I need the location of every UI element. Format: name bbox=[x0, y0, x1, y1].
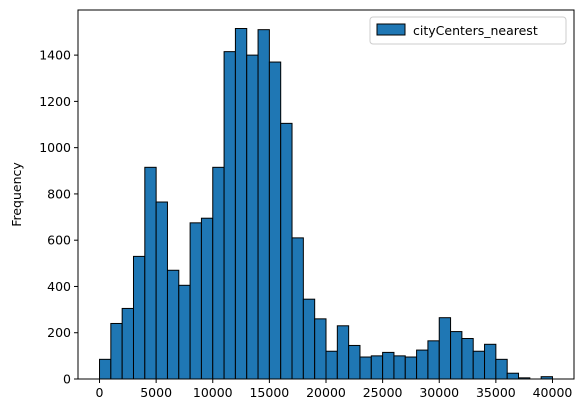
x-tick-label: 5000 bbox=[140, 385, 172, 400]
histogram-bar bbox=[268, 61, 282, 380]
histogram-bar bbox=[132, 255, 146, 380]
y-tick-label: 400 bbox=[47, 279, 71, 294]
y-axis-title: Frequency bbox=[9, 162, 24, 227]
histogram-bar bbox=[495, 358, 508, 380]
histogram-bar bbox=[189, 222, 202, 380]
x-axis: 0 5000 10000 15000 20000 25000 30000 35000 40000 bbox=[96, 379, 573, 400]
histogram-bar bbox=[110, 322, 123, 380]
bars-group bbox=[99, 28, 553, 380]
x-tick-label: 15000 bbox=[249, 385, 289, 400]
histogram-bar bbox=[291, 237, 304, 380]
histogram-bar bbox=[438, 317, 452, 380]
histogram-bar bbox=[506, 372, 520, 380]
x-tick-label: 0 bbox=[96, 385, 104, 400]
histogram-bar bbox=[314, 318, 327, 380]
histogram-bar bbox=[200, 217, 214, 380]
histogram-bar bbox=[461, 338, 474, 380]
histogram-bar bbox=[257, 29, 270, 380]
x-tick-label: 40000 bbox=[533, 385, 573, 400]
x-tick-label: 25000 bbox=[363, 385, 403, 400]
histogram-bar bbox=[416, 349, 429, 380]
histogram-bar bbox=[427, 340, 440, 380]
y-tick-label: 1000 bbox=[39, 140, 71, 155]
histogram-bar bbox=[178, 284, 191, 380]
legend: cityCenters_nearest bbox=[369, 16, 567, 45]
histogram-bar bbox=[359, 356, 372, 380]
histogram-bar bbox=[404, 356, 418, 380]
legend-swatch bbox=[376, 23, 406, 36]
histogram-bar bbox=[212, 166, 225, 380]
histogram-bar bbox=[144, 166, 157, 380]
legend-label: cityCenters_nearest bbox=[413, 23, 538, 38]
x-tick-label: 35000 bbox=[476, 385, 516, 400]
histogram-bar bbox=[484, 343, 497, 380]
x-tick-label: 10000 bbox=[193, 385, 233, 400]
histogram-bar bbox=[393, 355, 406, 380]
histogram-bar bbox=[382, 351, 395, 380]
y-tick-label: 600 bbox=[47, 233, 71, 248]
y-tick-label: 1200 bbox=[39, 94, 71, 109]
x-tick-label: 20000 bbox=[306, 385, 346, 400]
histogram-bar bbox=[370, 355, 384, 380]
histogram-bar bbox=[155, 201, 168, 380]
x-tick-label: 30000 bbox=[419, 385, 459, 400]
histogram-bar bbox=[450, 331, 463, 380]
y-tick-label: 1400 bbox=[39, 48, 71, 63]
histogram-bar bbox=[348, 344, 361, 380]
histogram-bar bbox=[325, 350, 338, 380]
histogram-bar bbox=[336, 325, 350, 380]
histogram-bar bbox=[99, 358, 112, 380]
histogram-bar bbox=[280, 122, 293, 380]
histogram-bar bbox=[234, 28, 248, 380]
y-axis: 0 200 400 600 800 1000 1200 1400 bbox=[39, 48, 78, 387]
legend-box bbox=[369, 16, 567, 45]
y-tick-label: 0 bbox=[63, 372, 71, 387]
histogram-bar bbox=[302, 298, 316, 380]
y-tick-label: 200 bbox=[47, 325, 71, 340]
histogram-bar bbox=[121, 307, 134, 380]
y-tick-label: 800 bbox=[47, 186, 71, 201]
histogram-bar bbox=[223, 51, 236, 380]
histogram-bar bbox=[472, 350, 486, 380]
histogram-bar bbox=[166, 269, 180, 380]
histogram-bar bbox=[246, 54, 259, 380]
